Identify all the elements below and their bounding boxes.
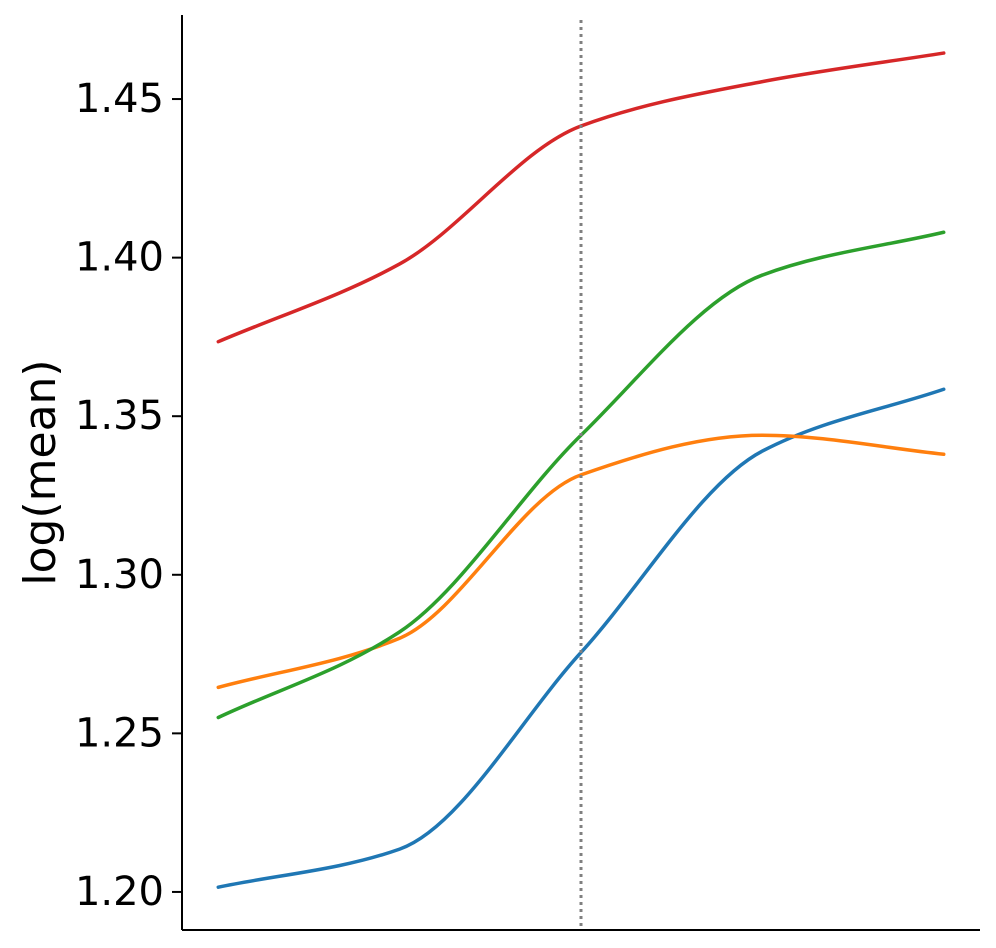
y-tick-label: 1.35 (75, 393, 164, 439)
axes: 1.20 1.25 1.30 1.35 1.40 1.45 (75, 15, 980, 931)
y-tick-label: 1.40 (75, 235, 164, 281)
y-tick-label: 1.45 (75, 76, 164, 122)
series-line (216, 51, 946, 344)
y-tick-label: 1.25 (75, 710, 164, 756)
y-tick-label: 1.30 (75, 552, 164, 598)
y-tick-label: 1.20 (75, 869, 164, 915)
y-axis-label: log(mean) (15, 359, 66, 585)
y-ticks: 1.20 1.25 1.30 1.35 1.40 1.45 (75, 76, 182, 915)
series-line (216, 433, 946, 690)
